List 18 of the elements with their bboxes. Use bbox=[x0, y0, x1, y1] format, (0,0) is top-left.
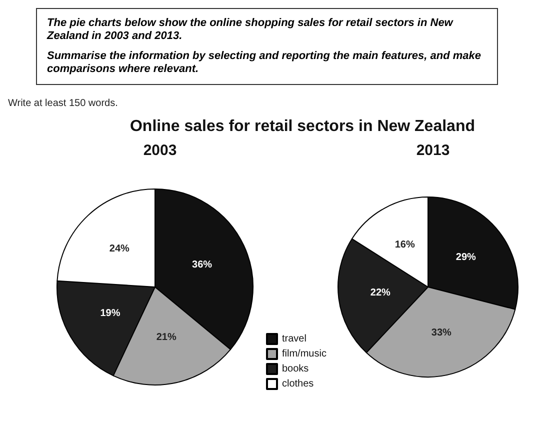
slice-label: 2013 bbox=[416, 142, 450, 159]
legend-label: film/music bbox=[282, 348, 326, 360]
data-label: 29% bbox=[456, 252, 476, 264]
data-label: 22% bbox=[370, 288, 390, 299]
data-label: 19% bbox=[100, 308, 120, 319]
text: Summarise the information by selecting and reporting the main features, and make comparisons where relevant. bbox=[47, 50, 482, 76]
chart-title: Online sales for retail sectors in New Zealand bbox=[128, 118, 476, 136]
legend-label: books bbox=[282, 364, 309, 374]
data-label: 21% bbox=[156, 332, 176, 344]
legend-label: travel bbox=[282, 334, 306, 344]
slice-label: 2003 bbox=[143, 142, 177, 159]
data-label: 16% bbox=[394, 239, 415, 250]
data-label: 36% bbox=[192, 259, 212, 270]
data-label: 33% bbox=[431, 328, 452, 339]
legend-label: clothes bbox=[282, 378, 314, 390]
text: The pie charts below show the online shopping sales for retail sectors in New Zealand in 2003 and 2013. bbox=[47, 17, 454, 43]
text: Write at least 150 words. bbox=[8, 98, 118, 109]
data-label: 24% bbox=[109, 244, 130, 255]
